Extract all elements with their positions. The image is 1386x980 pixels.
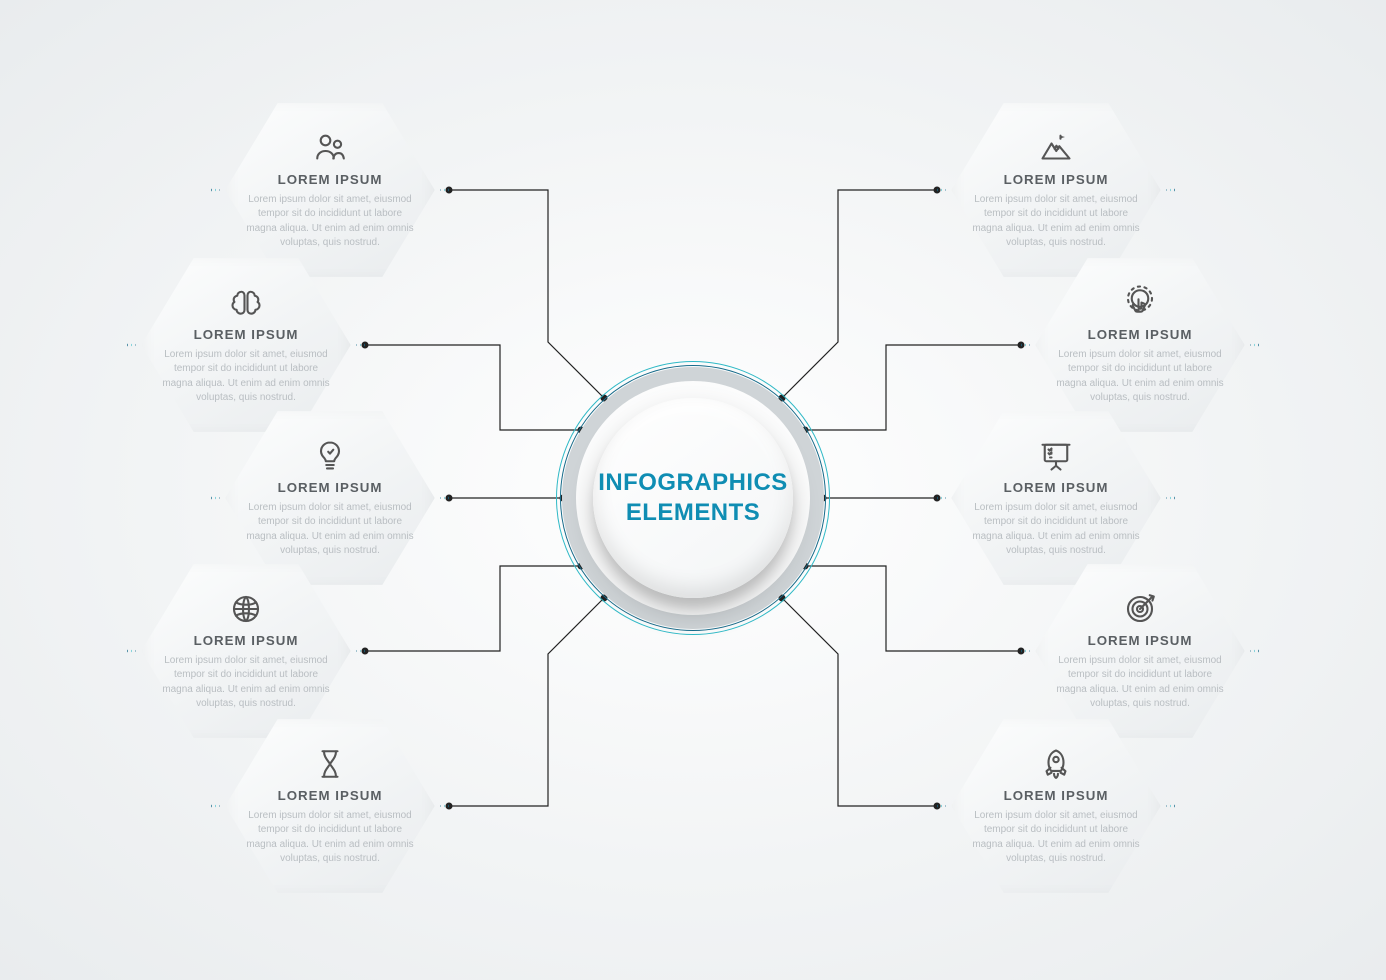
lightbulb-icon bbox=[312, 438, 348, 474]
mountain-icon bbox=[1038, 130, 1074, 166]
node-title: LOREM IPSUM bbox=[194, 633, 299, 648]
hub-title-line1: INFOGRAPHICS bbox=[598, 468, 788, 498]
node-title: LOREM IPSUM bbox=[1004, 172, 1109, 187]
node-title: LOREM IPSUM bbox=[278, 480, 383, 495]
node-body: Lorem ipsum dolor sit amet, eiusmod temp… bbox=[971, 809, 1141, 867]
target-icon bbox=[1122, 591, 1158, 627]
touch-icon bbox=[1122, 285, 1158, 321]
hourglass-icon bbox=[312, 746, 348, 782]
node-title: LOREM IPSUM bbox=[1004, 788, 1109, 803]
infographic-canvas: INFOGRAPHICSELEMENTS LOREM IPSUM Lorem ips… bbox=[0, 0, 1386, 980]
node-body: Lorem ipsum dolor sit amet, eiusmod temp… bbox=[245, 809, 415, 867]
node-title: LOREM IPSUM bbox=[278, 788, 383, 803]
hub-title-line2: ELEMENTS bbox=[598, 498, 788, 528]
presentation-icon bbox=[1038, 438, 1074, 474]
node-title: LOREM IPSUM bbox=[1004, 480, 1109, 495]
node-title: LOREM IPSUM bbox=[194, 327, 299, 342]
people-icon bbox=[312, 130, 348, 166]
node-title: LOREM IPSUM bbox=[278, 172, 383, 187]
center-hub: INFOGRAPHICSELEMENTS bbox=[593, 398, 793, 598]
node-title: LOREM IPSUM bbox=[1088, 327, 1193, 342]
rocket-icon bbox=[1038, 746, 1074, 782]
hex-node-r5: LOREM IPSUM Lorem ipsum dolor sit amet, e… bbox=[937, 701, 1175, 911]
brain-icon bbox=[228, 285, 264, 321]
globe-icon bbox=[228, 591, 264, 627]
node-title: LOREM IPSUM bbox=[1088, 633, 1193, 648]
hex-node-l5: LOREM IPSUM Lorem ipsum dolor sit amet, e… bbox=[211, 701, 449, 911]
